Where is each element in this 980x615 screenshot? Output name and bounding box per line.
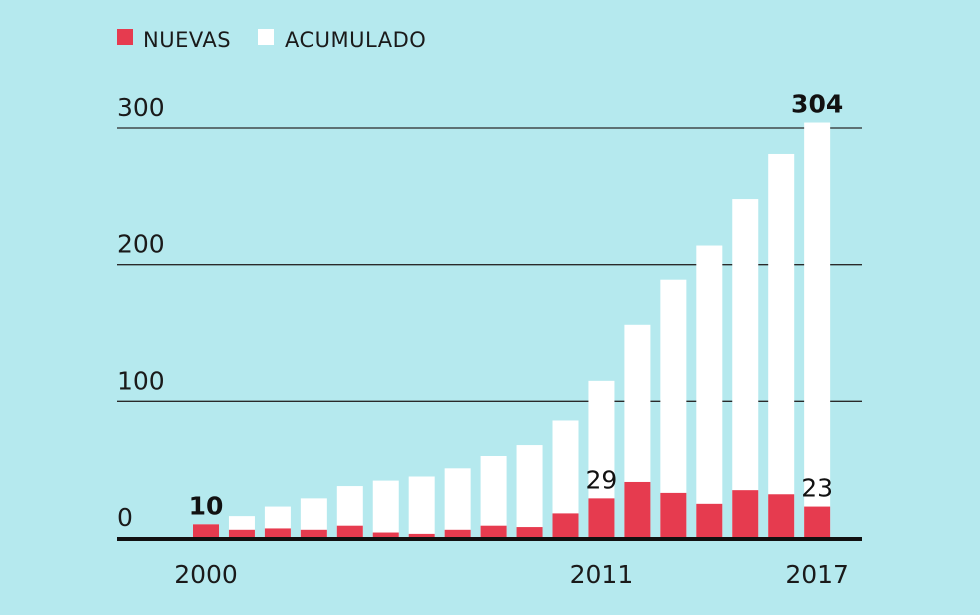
acumulado-bar-2015	[732, 199, 759, 539]
y-tick-label-100: 100	[117, 366, 165, 395]
nuevas-bar-2014	[696, 503, 723, 538]
data-label-acumulado-2017: 304	[791, 90, 843, 119]
data-label-nuevas-2000: 10	[189, 491, 224, 520]
x-tick-label-2000: 2000	[174, 560, 238, 589]
nuevas-bar-2005	[372, 532, 399, 538]
legend-swatch-acumulado	[258, 29, 274, 45]
nuevas-bar-2007	[444, 529, 471, 538]
nuevas-bar-2013	[660, 492, 687, 538]
nuevas-bars	[193, 481, 831, 538]
acumulado-bar-2006	[408, 476, 435, 538]
y-tick-label-200: 200	[117, 230, 165, 259]
y-axis-labels: 0 100 200 300	[117, 93, 165, 532]
legend-label-acumulado: ACUMULADO	[285, 28, 426, 52]
nuevas-bar-2006	[408, 533, 435, 538]
acumulado-bar-2007	[444, 468, 471, 538]
acumulado-bar-2009	[516, 445, 543, 538]
acumulado-bar-2016	[768, 153, 795, 538]
nuevas-bar-2002	[264, 528, 291, 538]
acumulado-bar-2005	[372, 480, 399, 538]
data-label-nuevas-2011: 29	[586, 465, 618, 494]
nuevas-bar-2015	[732, 490, 759, 538]
nuevas-bar-2001	[228, 529, 255, 538]
legend-label-nuevas: NUEVAS	[143, 28, 231, 52]
nuevas-bar-2011	[588, 498, 615, 538]
acumulado-bar-2017	[804, 122, 831, 539]
y-tick-label-0: 0	[117, 503, 133, 532]
nuevas-bar-2009	[516, 527, 543, 538]
legend-swatch-nuevas	[117, 29, 133, 45]
acumulado-bars	[193, 122, 831, 539]
y-tick-label-300: 300	[117, 93, 165, 122]
nuevas-bar-2017	[804, 506, 831, 538]
nuevas-bar-2010	[552, 513, 579, 538]
x-tick-label-2017: 2017	[785, 560, 849, 589]
x-tick-label-2011: 2011	[570, 560, 634, 589]
nuevas-bar-2000	[193, 524, 219, 538]
nuevas-bar-2004	[336, 525, 363, 538]
acumulado-bar-2014	[696, 245, 723, 539]
data-annotations: 10 29 23 304	[189, 90, 844, 521]
nuevas-bar-2016	[768, 494, 795, 538]
x-axis-labels: 2000 2011 2017	[174, 560, 849, 589]
acumulado-bar-2008	[480, 456, 507, 538]
data-label-nuevas-2017: 23	[801, 474, 833, 503]
nuevas-bar-2012	[624, 481, 651, 538]
legend: NUEVAS ACUMULADO	[117, 28, 426, 52]
nuevas-bar-2003	[300, 529, 327, 538]
nuevas-bar-2008	[480, 525, 507, 538]
